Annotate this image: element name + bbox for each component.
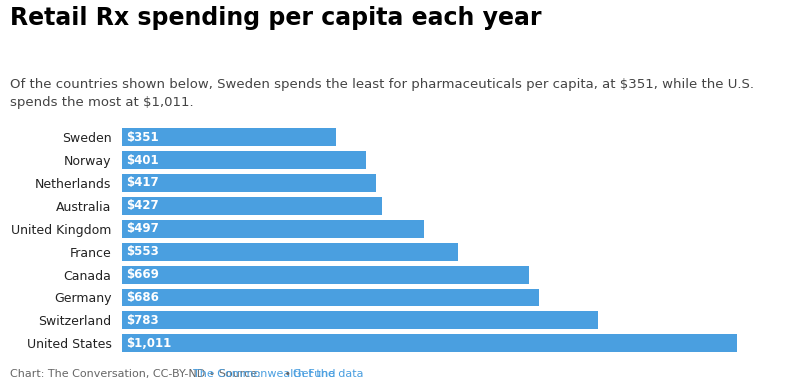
Text: Get the data: Get the data [293, 369, 364, 379]
Bar [122, 289, 539, 307]
Text: $669: $669 [126, 268, 158, 281]
Text: $686: $686 [126, 291, 158, 304]
Text: $497: $497 [126, 222, 158, 235]
Text: Chart: The Conversation, CC-BY-ND • Source:: Chart: The Conversation, CC-BY-ND • Sour… [10, 369, 264, 379]
Bar [122, 266, 529, 284]
Bar [122, 197, 382, 215]
Bar [122, 151, 366, 169]
Text: $553: $553 [126, 245, 158, 258]
Text: $783: $783 [126, 314, 158, 327]
Bar [122, 312, 598, 329]
Bar [122, 174, 375, 192]
Text: $401: $401 [126, 154, 158, 166]
Text: $1,011: $1,011 [126, 337, 171, 350]
Text: •: • [281, 369, 294, 379]
Text: The Commonwealth Fund: The Commonwealth Fund [194, 369, 336, 379]
Text: $427: $427 [126, 199, 158, 212]
Text: Of the countries shown below, Sweden spends the least for pharmaceuticals per ca: Of the countries shown below, Sweden spe… [10, 78, 754, 109]
Bar [122, 243, 459, 261]
Text: Retail Rx spending per capita each year: Retail Rx spending per capita each year [10, 6, 541, 30]
Bar [122, 128, 335, 146]
Bar [122, 335, 737, 352]
Bar [122, 220, 424, 238]
Text: $351: $351 [126, 131, 158, 144]
Text: $417: $417 [126, 177, 158, 189]
